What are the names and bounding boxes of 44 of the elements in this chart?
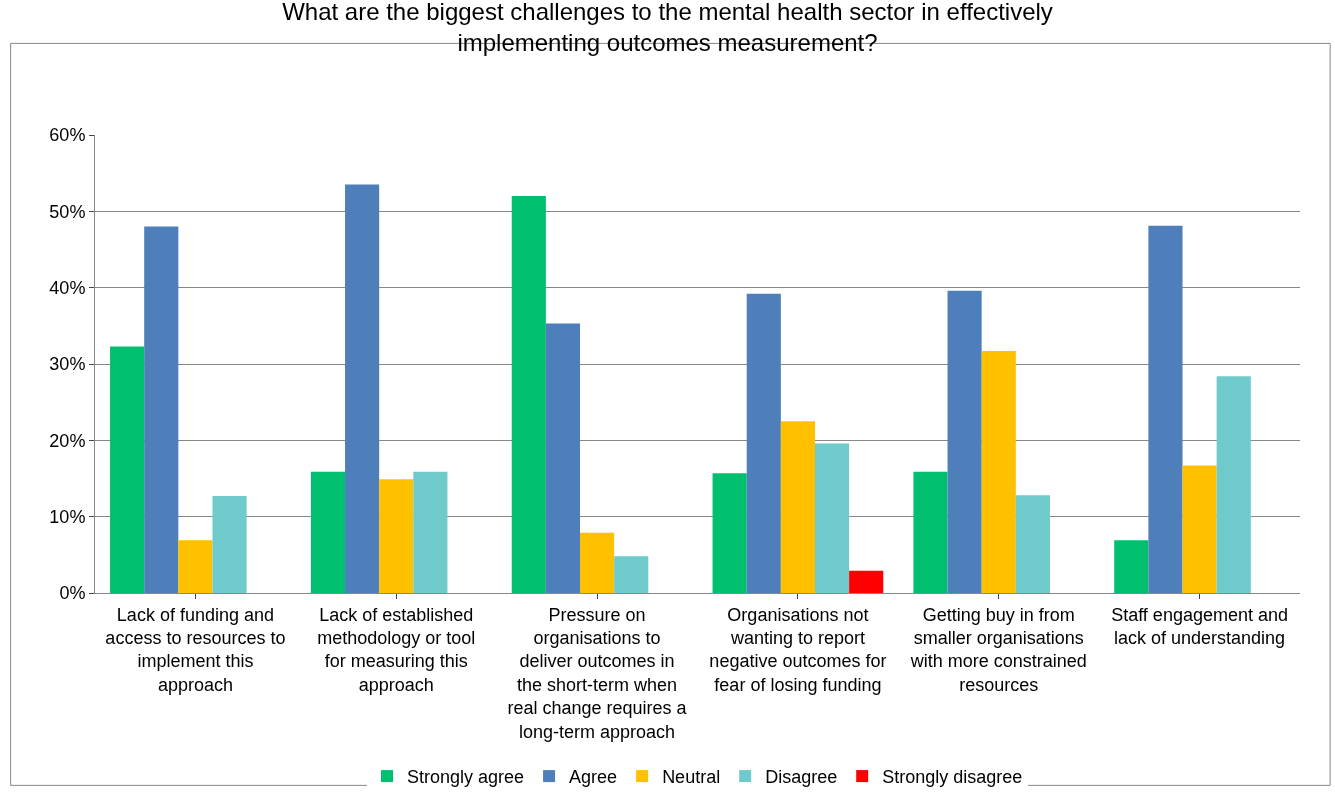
bar	[947, 290, 982, 593]
y-tick-label: 40%	[49, 277, 86, 298]
bar	[712, 473, 747, 593]
legend-label: Strongly agree	[407, 767, 525, 788]
bar	[814, 443, 850, 593]
bar	[310, 471, 346, 593]
legend-label: Neutral	[662, 767, 721, 788]
x-tick-label: Organisations not wanting to report negative outcomes for fear of losing funding	[709, 604, 887, 695]
bar	[746, 293, 781, 593]
y-tick-label: 30%	[49, 354, 86, 375]
bar	[379, 479, 414, 593]
bar	[144, 226, 179, 593]
x-tick-label: Lack of funding and access to resources to implement this approach	[105, 604, 286, 695]
bar	[1015, 495, 1050, 593]
bar	[345, 184, 380, 593]
bar	[614, 556, 649, 593]
y-tick-label: 0%	[59, 583, 86, 604]
y-tick-label: 50%	[49, 201, 86, 222]
x-tick-label: Lack of established methodology or tool for measuring this approach	[317, 604, 476, 695]
bar	[1148, 225, 1183, 593]
bar	[545, 323, 581, 593]
bar	[413, 471, 448, 593]
x-tick-label: Staff engagement and lack of understanding	[1111, 604, 1288, 648]
legend-label: Strongly disagree	[882, 767, 1023, 788]
bar	[1114, 540, 1149, 593]
bar	[849, 570, 884, 593]
bar	[780, 421, 815, 593]
chart-title: What are the biggest challenges to the mental health sector in effectively implementing outcomes measurement?	[282, 0, 1053, 57]
legend-label: Disagree	[765, 767, 838, 788]
bar	[913, 471, 948, 593]
bar	[511, 196, 546, 593]
bar	[178, 540, 213, 593]
legend-label: Agree	[569, 767, 618, 788]
bar	[1182, 465, 1217, 593]
y-tick-label: 20%	[49, 430, 86, 451]
y-tick-label: 10%	[49, 506, 86, 527]
x-tick-label: Getting buy in from smaller organisations with more constrained resources	[909, 604, 1087, 695]
y-tick-label: 60%	[49, 125, 86, 146]
bar	[212, 496, 247, 593]
bar	[981, 351, 1016, 593]
bar	[580, 532, 615, 593]
x-tick-label: Pressure on organisations to deliver outcomes in the short-term when real change requires a long-term approach	[507, 604, 688, 742]
bar	[110, 346, 145, 593]
bar	[1216, 376, 1251, 593]
